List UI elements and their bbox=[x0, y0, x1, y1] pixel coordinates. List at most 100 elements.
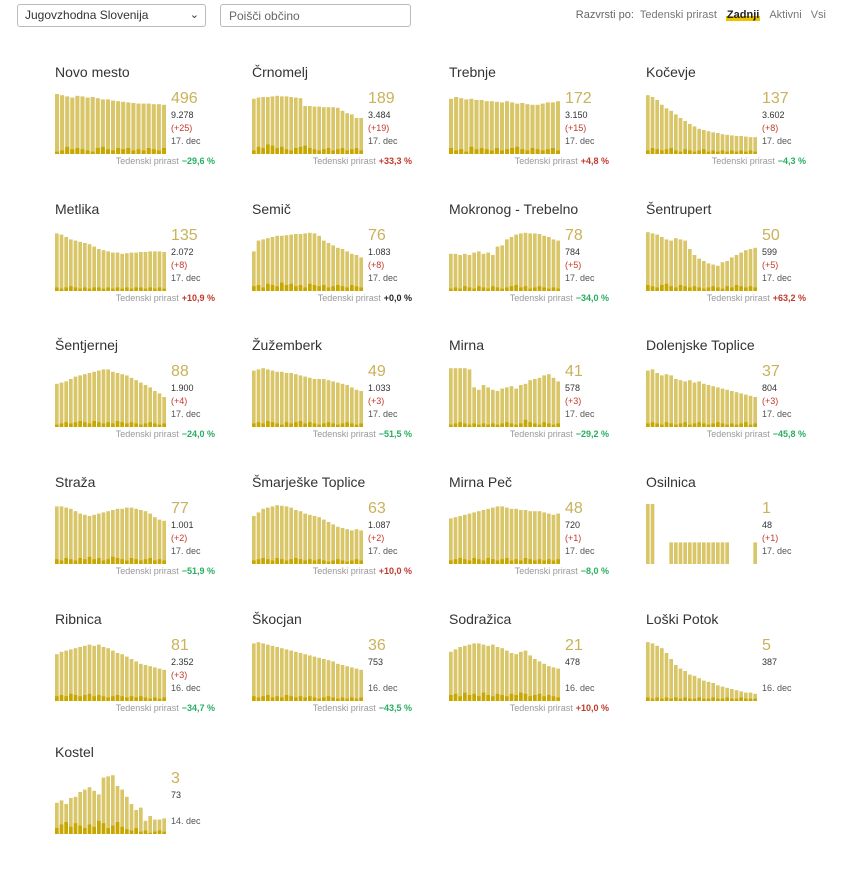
chart-bar bbox=[298, 234, 303, 291]
chart-daily-bar bbox=[83, 828, 87, 834]
weekly-growth: Tedenski prirast −51,9 % bbox=[116, 566, 215, 576]
weekly-growth-label: Tedenski prirast bbox=[115, 293, 179, 303]
municipality-card[interactable]: Škocjan 36 753 16. dec Tedenski prirast −43,5… bbox=[252, 611, 412, 736]
chart-bar bbox=[481, 253, 486, 291]
chart-daily-bar bbox=[261, 558, 265, 564]
chart-bar bbox=[359, 391, 363, 427]
sort-option-weekly-growth[interactable]: Tedenski prirast bbox=[639, 9, 717, 21]
chart-daily-bar bbox=[486, 695, 490, 701]
chart-daily-bar bbox=[97, 558, 101, 564]
chart-daily-bar bbox=[491, 286, 495, 291]
chart-bar bbox=[134, 661, 138, 701]
new-cases: (+2) bbox=[171, 533, 188, 543]
chart-bar bbox=[280, 371, 284, 427]
municipality-card[interactable]: Sodražica 21 478 16. dec Tedenski prirast +10… bbox=[449, 611, 609, 736]
chart-daily-bar bbox=[141, 150, 146, 154]
active-cases-chart bbox=[55, 644, 166, 701]
chart-bar bbox=[312, 656, 317, 701]
chart-bar bbox=[664, 108, 669, 154]
chart-bar bbox=[55, 654, 59, 701]
chart-bar bbox=[139, 663, 143, 701]
sort-option-all[interactable]: Vsi bbox=[810, 9, 826, 21]
chart-bar bbox=[284, 235, 289, 291]
sort-option-latest[interactable]: Zadnji bbox=[725, 9, 761, 21]
chart-bar bbox=[491, 389, 495, 427]
chart-bar bbox=[256, 240, 261, 291]
chart-bar bbox=[551, 514, 556, 564]
municipality-card[interactable]: Straža 77 1.001 (+2) 17. dec Tedenski prirast… bbox=[55, 474, 215, 599]
chart-daily-bar bbox=[509, 423, 514, 427]
municipality-card[interactable]: Črnomelj 189 3.484 (+19) 17. dec Tedenski pri… bbox=[252, 64, 412, 189]
chart-bar bbox=[326, 380, 331, 427]
chart-daily-bar bbox=[688, 698, 692, 701]
municipality-card[interactable]: Metlika 135 2.072 (+8) 17. dec Tedenski prira… bbox=[55, 201, 215, 326]
chart-bar bbox=[500, 388, 504, 427]
municipality-card[interactable]: Šentrupert 50 599 (+5) 17. dec Tedenski prira… bbox=[646, 201, 806, 326]
chart-daily-bar bbox=[87, 824, 92, 834]
municipality-name: Škocjan bbox=[252, 611, 302, 627]
municipality-card[interactable]: Mirna Peč 48 720 (+1) 17. dec Tedenski priras… bbox=[449, 474, 609, 599]
chart-daily-bar bbox=[463, 692, 467, 701]
municipality-card[interactable]: Šmarješke Toplice 63 1.087 (+2) 17. dec Teden… bbox=[252, 474, 412, 599]
region-select[interactable]: Jugovzhodna Slovenija ⌄ bbox=[17, 4, 206, 27]
chart-bar bbox=[345, 385, 349, 427]
chart-bar bbox=[495, 246, 500, 291]
chart-bar bbox=[702, 130, 706, 154]
chart-daily-bar bbox=[129, 288, 134, 291]
last-date: 17. dec bbox=[762, 546, 792, 556]
chart-bar bbox=[153, 667, 157, 701]
chart-bar bbox=[97, 794, 101, 834]
chart-bar bbox=[331, 381, 335, 427]
municipality-card[interactable]: Mokronog - Trebelno 78 784 (+5) 17. dec Teden… bbox=[449, 201, 609, 326]
chart-daily-bar bbox=[674, 424, 678, 427]
chart-daily-bar bbox=[275, 148, 279, 154]
municipality-card[interactable]: Šentjernej 88 1.900 (+4) 17. dec Tedenski pri… bbox=[55, 337, 215, 462]
municipality-card[interactable]: Mirna 41 578 (+3) 17. dec Tedenski prirast −29… bbox=[449, 337, 609, 462]
chart-bar bbox=[472, 387, 476, 427]
last-date: 17. dec bbox=[565, 546, 595, 556]
chart-daily-bar bbox=[551, 696, 556, 701]
chart-daily-bar bbox=[146, 148, 151, 154]
chart-bar bbox=[131, 103, 136, 154]
municipality-card[interactable]: Novo mesto 496 9.278 (+25) 17. dec Tedenski p… bbox=[55, 64, 215, 189]
sort-option-active[interactable]: Aktivni bbox=[769, 9, 802, 21]
chart-daily-bar bbox=[458, 558, 462, 564]
chart-bar bbox=[275, 95, 279, 154]
municipality-card[interactable]: Trebnje 172 3.150 (+15) 17. dec Tedenski prir… bbox=[449, 64, 609, 189]
chart-daily-bar bbox=[294, 697, 298, 701]
chart-daily-bar bbox=[139, 287, 143, 291]
chart-daily-bar bbox=[252, 696, 256, 701]
chart-daily-bar bbox=[266, 695, 270, 701]
total-cases: 1.033 bbox=[368, 383, 391, 393]
chart-bar bbox=[688, 124, 692, 154]
chart-daily-bar bbox=[340, 697, 345, 701]
chart-daily-bar bbox=[143, 288, 148, 291]
chart-bar bbox=[157, 519, 162, 564]
chart-bar bbox=[78, 241, 82, 291]
chart-daily-bar bbox=[73, 422, 78, 427]
municipality-card[interactable]: Dolenjske Toplice 37 804 (+3) 17. dec Tedensk… bbox=[646, 337, 806, 462]
chart-daily-bar bbox=[734, 285, 739, 291]
municipality-card[interactable]: Kočevje 137 3.602 (+8) 17. dec Tedenski prira… bbox=[646, 64, 806, 189]
chart-bar bbox=[252, 251, 256, 291]
chart-daily-bar bbox=[298, 559, 303, 564]
chart-daily-bar bbox=[284, 560, 289, 564]
chart-bar bbox=[83, 645, 87, 701]
chart-daily-bar bbox=[345, 698, 349, 701]
chart-bar bbox=[720, 134, 725, 154]
chart-daily-bar bbox=[453, 693, 458, 701]
active-cases: 1 bbox=[762, 500, 771, 517]
municipality-card[interactable]: Žužemberk 49 1.033 (+3) 17. dec Tedenski prir… bbox=[252, 337, 412, 462]
chart-bar bbox=[464, 99, 469, 154]
chart-bar bbox=[711, 264, 715, 291]
municipality-card[interactable]: Loški Potok 5 387 16. dec bbox=[646, 611, 806, 736]
municipality-name: Kočevje bbox=[646, 64, 696, 80]
municipality-card[interactable]: Semič 76 1.083 (+8) 17. dec Tedenski prirast +… bbox=[252, 201, 412, 326]
chart-daily-bar bbox=[105, 149, 110, 154]
weekly-growth-value: −51,5 % bbox=[378, 429, 412, 439]
municipality-card[interactable]: Ribnica 81 2.352 (+3) 16. dec Tedenski priras… bbox=[55, 611, 215, 736]
municipality-card[interactable]: Kostel 3 73 14. dec bbox=[55, 744, 215, 869]
municipality-card[interactable]: Osilnica 1 48 (+1) 17. dec bbox=[646, 474, 806, 599]
chart-bar bbox=[753, 542, 757, 564]
municipality-search-input[interactable] bbox=[220, 4, 411, 27]
